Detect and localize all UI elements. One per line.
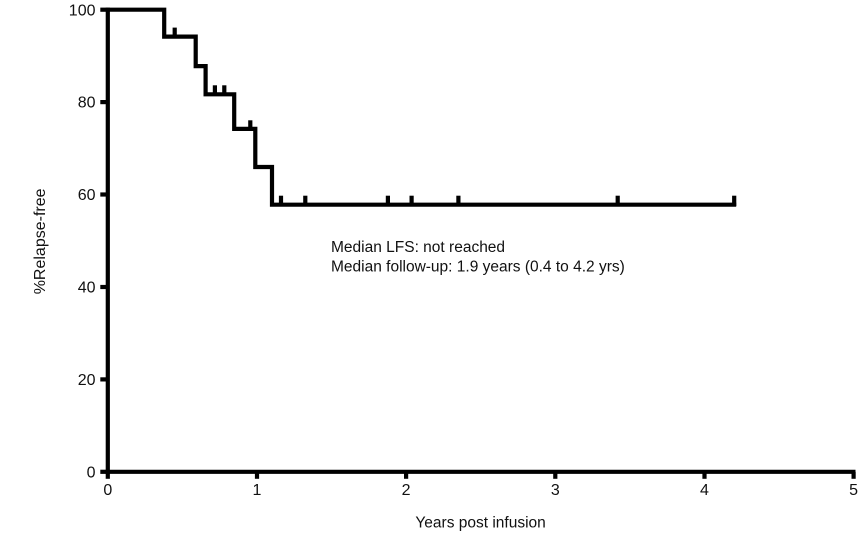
svg-text:Years post infusion: Years post infusion: [415, 514, 545, 531]
svg-text:Median follow-up: 1.9 years (0: Median follow-up: 1.9 years (0.4 to 4.2 …: [331, 258, 625, 275]
svg-text:0: 0: [87, 464, 96, 481]
svg-text:2: 2: [402, 482, 411, 499]
svg-text:100: 100: [69, 2, 96, 19]
svg-text:Median LFS: not reached: Median LFS: not reached: [331, 239, 505, 256]
svg-text:5: 5: [849, 482, 858, 499]
svg-text:60: 60: [78, 187, 96, 204]
svg-text:20: 20: [78, 372, 96, 389]
svg-text:3: 3: [551, 482, 560, 499]
svg-text:4: 4: [700, 482, 709, 499]
svg-text:0: 0: [103, 482, 112, 499]
svg-text:40: 40: [78, 280, 96, 297]
svg-text:%Relapse-free: %Relapse-free: [32, 188, 49, 294]
svg-text:1: 1: [253, 482, 262, 499]
svg-text:80: 80: [78, 95, 96, 112]
